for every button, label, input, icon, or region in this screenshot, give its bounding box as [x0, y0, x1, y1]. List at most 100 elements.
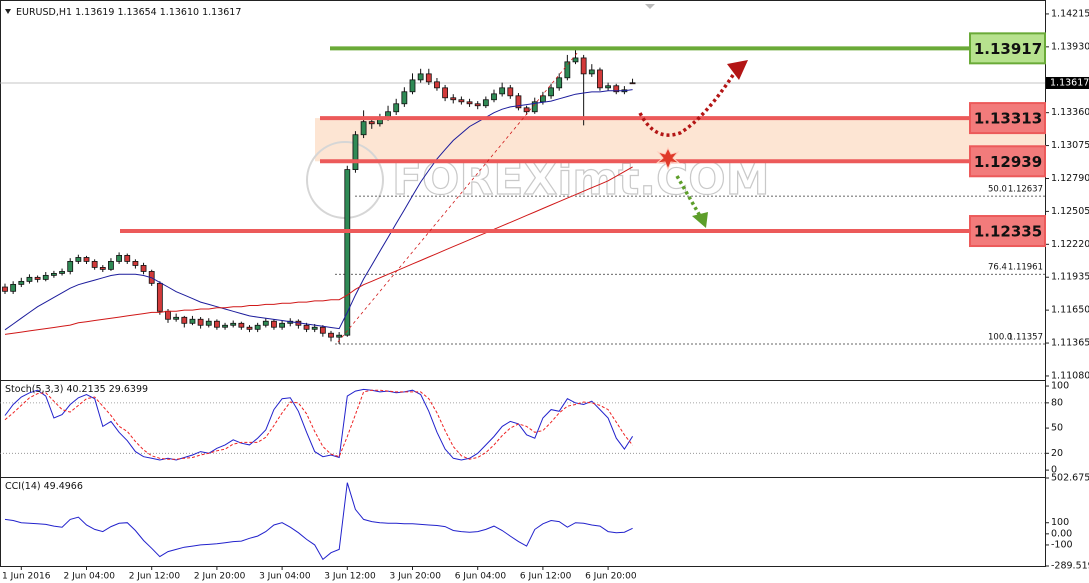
candle-body [499, 87, 506, 95]
level-label: 1.13917 [974, 40, 1042, 58]
candle-body [51, 273, 57, 276]
y-tick-label: 1.11650 [1051, 305, 1089, 316]
fib-ratio: 100.0 [988, 332, 1012, 342]
candle-body [450, 97, 457, 101]
indicator-name: Stoch(5,3,3) [5, 384, 63, 395]
y-tick-label: 0.00 [1051, 528, 1072, 539]
candle-body [442, 87, 449, 99]
candle-body [523, 107, 530, 113]
x-tick-label: 2 Jun 12:00 [129, 572, 181, 582]
header-marker [5, 9, 11, 14]
last-price-tag [1046, 76, 1089, 89]
level-label-box [969, 102, 1046, 135]
indicator-value: 40.2135 [66, 384, 105, 395]
y-tick-label: 1.11365 [1051, 338, 1089, 349]
indicator-title: CCI(14) 49.4966 [5, 481, 83, 492]
candle-body [458, 99, 465, 103]
indicator-line [4, 389, 633, 460]
zone [315, 118, 1045, 162]
x-tick-label: 3 Jun 12:00 [324, 572, 376, 582]
candle-body [352, 134, 359, 170]
candle-body [572, 57, 579, 63]
candle-body [328, 332, 334, 338]
candle-body [10, 283, 17, 292]
y-tick-label: 20 [1051, 448, 1063, 459]
y-tick-label: 100 [1051, 381, 1069, 392]
candle-body [531, 101, 538, 113]
candle-body [132, 261, 139, 266]
candle-body [613, 85, 620, 93]
y-tick-label: 502.6755 [1051, 473, 1089, 484]
candle-body [336, 334, 343, 338]
candle-body [556, 77, 563, 89]
y-tick-label: 1.12220 [1051, 239, 1089, 250]
candle-body [222, 324, 228, 328]
candle-body [564, 61, 571, 79]
candle-body [279, 322, 286, 328]
candle-body [124, 254, 131, 262]
bullish-arrow [638, 71, 737, 137]
candle-body [548, 87, 554, 97]
candle-body [425, 73, 432, 83]
candle-body [156, 282, 163, 312]
candle-body [434, 81, 440, 89]
indicator-value: 49.4966 [44, 481, 83, 492]
candle-body [344, 169, 351, 336]
header-value: 1.13617 [202, 7, 241, 18]
y-tick-label: -100 [1051, 539, 1073, 550]
candle-body [75, 257, 82, 262]
y-tick-label: 1.11080 [1051, 370, 1089, 381]
indicator-name: CCI(14) [5, 481, 41, 492]
header-value: 1.13610 [160, 7, 199, 18]
y-tick-label: 1.13075 [1051, 140, 1089, 151]
candle-body [26, 276, 33, 282]
indicator-value: 29.6399 [109, 384, 148, 395]
x-tick-label: 2 Jun 20:00 [194, 572, 246, 582]
candle-body [262, 320, 269, 326]
level-label-box [969, 32, 1046, 65]
breakout-burst [655, 146, 681, 171]
symbol: EURUSD,H1 [16, 7, 72, 18]
moving-average [4, 89, 633, 331]
candle-body [2, 286, 8, 292]
candle-body [108, 261, 114, 270]
y-tick-label: 1.12505 [1051, 206, 1089, 217]
candle-body [409, 79, 416, 93]
y-tick-label: 80 [1051, 397, 1063, 408]
level-label-box [969, 145, 1046, 178]
y-tick-label: 0 [1051, 465, 1057, 476]
candle-body [588, 69, 595, 75]
y-tick-label: 100 [1051, 517, 1069, 528]
candle-body [417, 73, 424, 81]
trend-line [337, 51, 579, 343]
candle-body [34, 276, 41, 280]
candle-body [189, 318, 196, 324]
x-tick-label: 3 Jun 20:00 [390, 572, 442, 582]
fib-ratio: 50.0 [988, 185, 1007, 195]
candle-body [507, 87, 514, 97]
level-label: 1.12939 [974, 153, 1042, 171]
candle-body [491, 93, 497, 101]
level-label-box [969, 215, 1046, 248]
candle-body [213, 320, 220, 328]
x-tick-label: 6 Jun 20:00 [585, 572, 637, 582]
chart-header: EURUSD,H1 1.13619 1.13654 1.13610 1.1361… [16, 7, 241, 18]
bearish-arrowhead [692, 212, 708, 228]
candle-body [474, 103, 481, 107]
fib-ratio: 76.4 [988, 263, 1007, 273]
candle-body [597, 69, 603, 89]
candle-body [67, 261, 74, 272]
fib-price: 1.12637 [1008, 185, 1043, 195]
candle-body [393, 103, 400, 113]
y-tick-label: 1.13930 [1051, 41, 1089, 52]
bearish-arrow [675, 175, 702, 217]
candle-body [515, 95, 522, 109]
candle-body [165, 310, 171, 320]
candle-body [466, 101, 473, 105]
indicator-line [4, 388, 634, 461]
candle-body [173, 316, 180, 320]
candle-body [238, 322, 245, 328]
